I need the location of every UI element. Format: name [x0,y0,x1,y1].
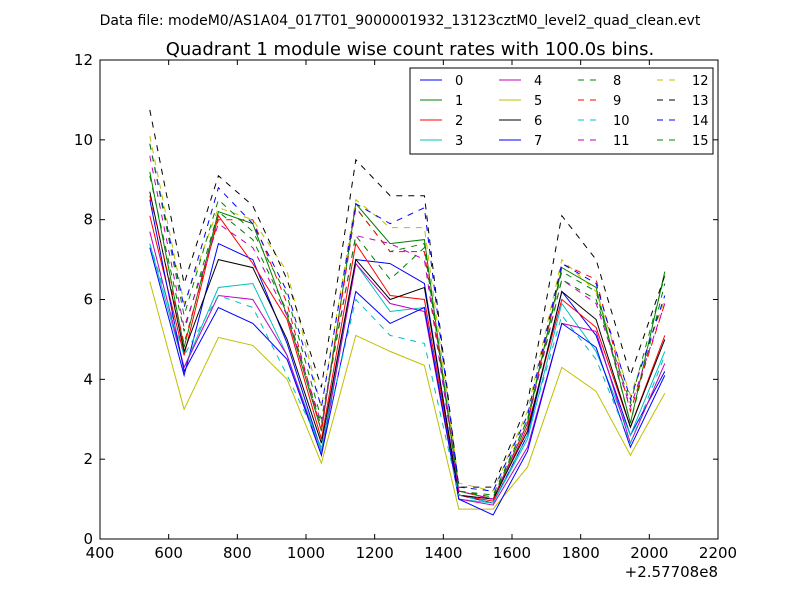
y-tick-label: 10 [74,131,93,149]
series-line-13 [149,109,666,488]
legend-label-5: 5 [534,94,542,109]
x-tick-label: 1400 [424,544,462,562]
chart-title: Quadrant 1 module wise count rates with … [166,39,655,60]
y-tick-label: 4 [83,370,93,388]
series-line-5 [149,281,666,510]
y-tick-label: 8 [83,211,93,229]
x-tick-label: 1000 [287,544,325,562]
series-line-15 [149,143,666,496]
series-line-7 [149,199,666,516]
legend-label-10: 10 [613,114,630,129]
series-line-2 [149,214,666,502]
legend-label-4: 4 [534,74,542,89]
legend-label-13: 13 [692,94,709,109]
series-line-14 [149,143,666,492]
series-line-8 [149,175,666,498]
legend-label-15: 15 [692,134,709,149]
series-line-10 [149,243,666,504]
y-tick-label: 2 [83,450,93,468]
x-tick-label: 1600 [493,544,531,562]
legend-label-0: 0 [455,74,463,89]
y-tick-label: 12 [74,51,93,69]
series-line-12 [149,135,666,492]
x-tick-label: 600 [154,544,183,562]
legend-label-3: 3 [455,134,463,149]
legend-label-8: 8 [613,74,621,89]
legend-label-12: 12 [692,74,709,89]
series-line-11 [149,155,666,500]
legend-label-6: 6 [534,114,542,129]
y-tick-label: 6 [83,291,93,309]
x-tick-label: 2200 [699,544,737,562]
x-tick-label: 400 [86,544,115,562]
series-line-4 [149,231,666,506]
legend-label-14: 14 [692,114,709,129]
x-offset-label: +2.57708e8 [625,563,718,581]
legend-label-11: 11 [613,134,630,149]
x-tick-label: 1200 [356,544,394,562]
x-tick-label: 800 [223,544,252,562]
series-line-1 [149,171,666,500]
legend-label-9: 9 [613,94,621,109]
x-tick-label: 2000 [630,544,668,562]
x-tick-label: 1800 [562,544,600,562]
y-tick-label: 0 [83,530,93,548]
series-line-9 [149,195,666,500]
suptitle: Data file: modeM0/AS1A04_017T01_90000019… [100,13,701,29]
series-line-6 [149,191,666,500]
legend-label-1: 1 [455,94,463,109]
legend-label-7: 7 [534,134,542,149]
legend-label-2: 2 [455,114,463,129]
plot-area: 400 600 800 1000 1200 1400 1600 1800 2000 2200 0 2 4… [74,51,737,562]
